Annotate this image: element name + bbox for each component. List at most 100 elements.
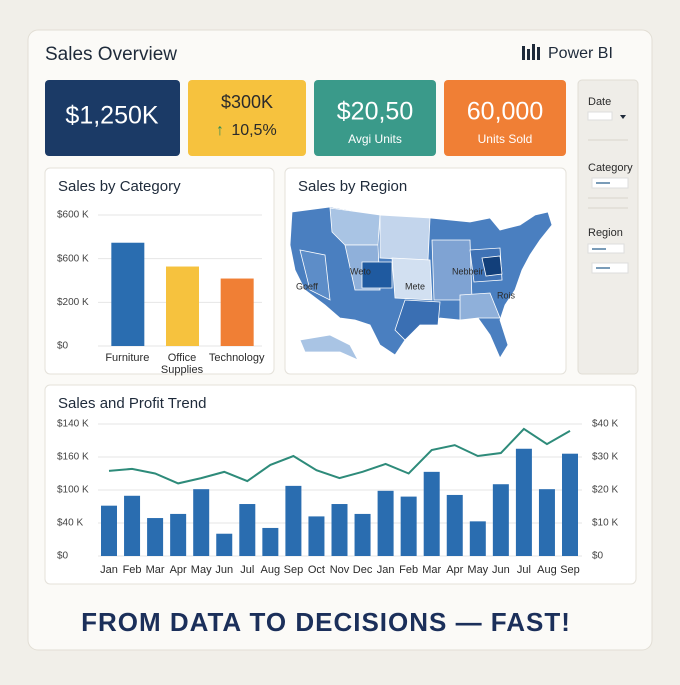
panel-title: Sales and Profit Trend (58, 395, 206, 412)
x-tick-label: Mar (146, 564, 165, 576)
bar (331, 504, 348, 556)
bar (354, 513, 371, 556)
x-tick-label: Apr (170, 564, 187, 576)
x-tick-label: Sep (284, 564, 304, 576)
bar (147, 518, 164, 556)
x-tick-label: Nov (330, 564, 350, 576)
kpi-value: 60,000 (467, 98, 543, 126)
slicer-input[interactable] (587, 111, 613, 121)
slicer-item-text (592, 248, 606, 250)
panel (44, 167, 275, 375)
bar (400, 496, 417, 556)
bar (101, 505, 117, 556)
brand: Power BI (548, 45, 613, 62)
bar (285, 485, 302, 556)
x-tick-label: May (467, 564, 488, 576)
bar (562, 453, 578, 556)
y2-tick-label: $0 (592, 551, 604, 562)
bar (446, 494, 463, 556)
brand-icon (522, 44, 540, 60)
slicer-label: Date (588, 96, 611, 108)
y2-tick-label: $30 K (592, 452, 618, 463)
y-tick-label: $140 K (57, 419, 89, 430)
kpi-label: Units Sold (478, 132, 533, 146)
slicer-item-text (596, 182, 610, 184)
x-tick-label: May (191, 564, 212, 576)
bar (239, 504, 256, 556)
y-tick-label: $200 K (57, 297, 89, 308)
x-tick-label: Aug (261, 564, 281, 576)
kpi-value: $1,250K (65, 102, 158, 130)
kpi-value: $300K (221, 92, 273, 112)
bar (308, 516, 325, 556)
y2-tick-label: $40 K (592, 419, 618, 430)
x-tick-label: Office Supplies (161, 352, 204, 376)
panel-title: Sales by Region (298, 178, 407, 195)
slicer-panel (577, 79, 639, 375)
bar (262, 527, 279, 556)
bar (492, 484, 509, 556)
bar (515, 448, 532, 556)
slicer-label: Region (588, 227, 623, 239)
up-arrow: ↑ (216, 122, 224, 139)
x-tick-label: Feb (399, 564, 418, 576)
kpi-label: Avgi Units (348, 132, 402, 146)
us-map (289, 200, 553, 361)
y-tick-label: $600 K (57, 210, 89, 221)
x-tick-label: Jun (215, 564, 233, 576)
y2-tick-label: $10 K (592, 518, 618, 529)
panel (44, 384, 637, 585)
map-label: Nebbeir (452, 266, 484, 276)
tagline: FROM DATA TO DECISIONS — FAST! (81, 607, 571, 637)
bar (538, 489, 555, 556)
slicer-label: Category (588, 162, 633, 174)
bar (377, 490, 394, 556)
slicer-item-text (596, 267, 610, 269)
y-tick-label: $0 (57, 341, 69, 352)
x-tick-label: Mar (422, 564, 441, 576)
bar (111, 242, 145, 346)
bar (170, 513, 187, 556)
kpi-card (444, 80, 566, 156)
x-tick-label: Jun (492, 564, 510, 576)
dropdown-arrow[interactable] (620, 115, 626, 119)
map-label: Weto (350, 266, 371, 276)
x-tick-label: Jul (240, 564, 254, 576)
map-label: Rois (497, 290, 516, 300)
bar (124, 495, 141, 556)
map-label: Goeff (296, 281, 318, 291)
bar (216, 533, 233, 556)
kpi-card (188, 80, 306, 156)
panel-title: Sales by Category (58, 178, 181, 195)
kpi-delta: 10,5% (231, 122, 276, 139)
map-label: Mete (405, 281, 425, 291)
x-tick-label: Apr (446, 564, 463, 576)
y2-tick-label: $20 K (592, 485, 618, 496)
bar (220, 278, 254, 346)
bar (166, 266, 199, 346)
y-tick-label: $40 K (57, 518, 83, 529)
bar (193, 489, 210, 556)
y-tick-label: $600 K (57, 253, 89, 264)
y-tick-label: $100 K (57, 485, 89, 496)
bar (469, 521, 486, 556)
kpi-card (45, 80, 180, 156)
kpi-value: $20,50 (337, 98, 413, 126)
x-tick-label: Technology (209, 352, 265, 364)
y-tick-label: $0 (57, 551, 69, 562)
x-tick-label: Feb (123, 564, 142, 576)
x-tick-label: Sep (560, 564, 580, 576)
kpi-card (314, 80, 436, 156)
bar (423, 471, 440, 556)
x-tick-label: Jul (517, 564, 531, 576)
x-tick-label: Oct (308, 564, 325, 576)
y-tick-label: $160 K (57, 452, 89, 463)
x-tick-label: Dec (353, 564, 373, 576)
map-labels: Weto Mete Nebbeir Goeff Rois (296, 266, 516, 300)
title: Sales Overview (45, 44, 177, 65)
x-tick-label: Furniture (105, 352, 149, 364)
x-tick-label: Jan (377, 564, 395, 576)
x-tick-label: Jan (100, 564, 118, 576)
